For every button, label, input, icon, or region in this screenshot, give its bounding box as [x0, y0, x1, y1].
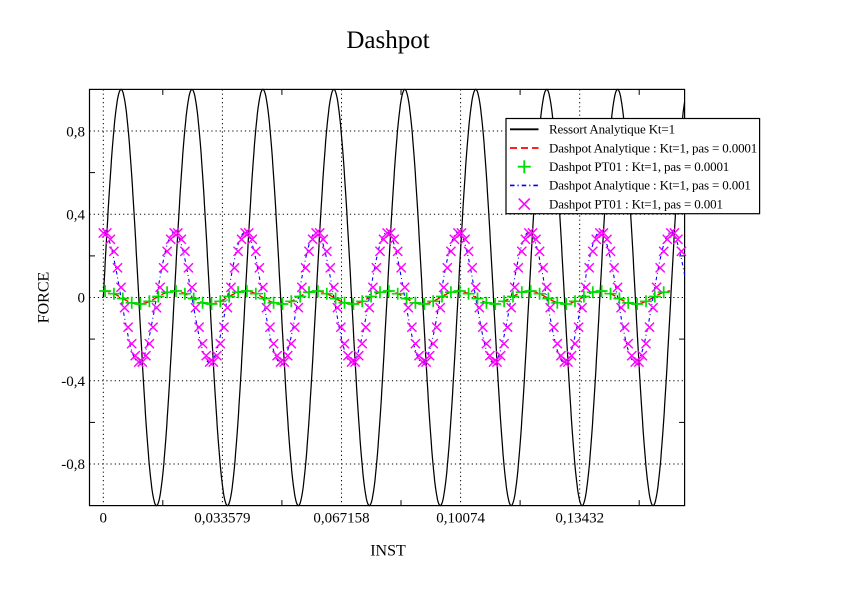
svg-text:Dashpot Analytique : Kt=1, pas: Dashpot Analytique : Kt=1, pas = 0.001	[549, 178, 751, 193]
svg-text:0,10074: 0,10074	[436, 511, 485, 527]
svg-text:Dashpot PT01 : Kt=1, pas = 0.0: Dashpot PT01 : Kt=1, pas = 0.0001	[549, 159, 729, 174]
svg-text:0: 0	[78, 291, 86, 307]
svg-text:0,067158: 0,067158	[313, 511, 369, 527]
svg-text:-0,8: -0,8	[61, 457, 85, 473]
svg-text:Dashpot PT01 : Kt=1, pas = 0.0: Dashpot PT01 : Kt=1, pas = 0.001	[549, 196, 723, 211]
svg-text:0,8: 0,8	[66, 124, 85, 140]
svg-text:Ressort Analytique Kt=1: Ressort Analytique Kt=1	[549, 122, 675, 137]
svg-text:Dashpot: Dashpot	[346, 27, 429, 54]
svg-text:FORCE: FORCE	[36, 272, 53, 324]
svg-text:0,4: 0,4	[66, 208, 85, 224]
svg-text:INST: INST	[370, 542, 406, 559]
svg-text:0: 0	[100, 511, 108, 527]
svg-text:-0,4: -0,4	[61, 374, 85, 390]
svg-text:Dashpot Analytique : Kt=1, pas: Dashpot Analytique : Kt=1, pas = 0.0001	[549, 140, 757, 155]
svg-text:0,033579: 0,033579	[194, 511, 250, 527]
svg-text:0,13432: 0,13432	[555, 511, 604, 527]
